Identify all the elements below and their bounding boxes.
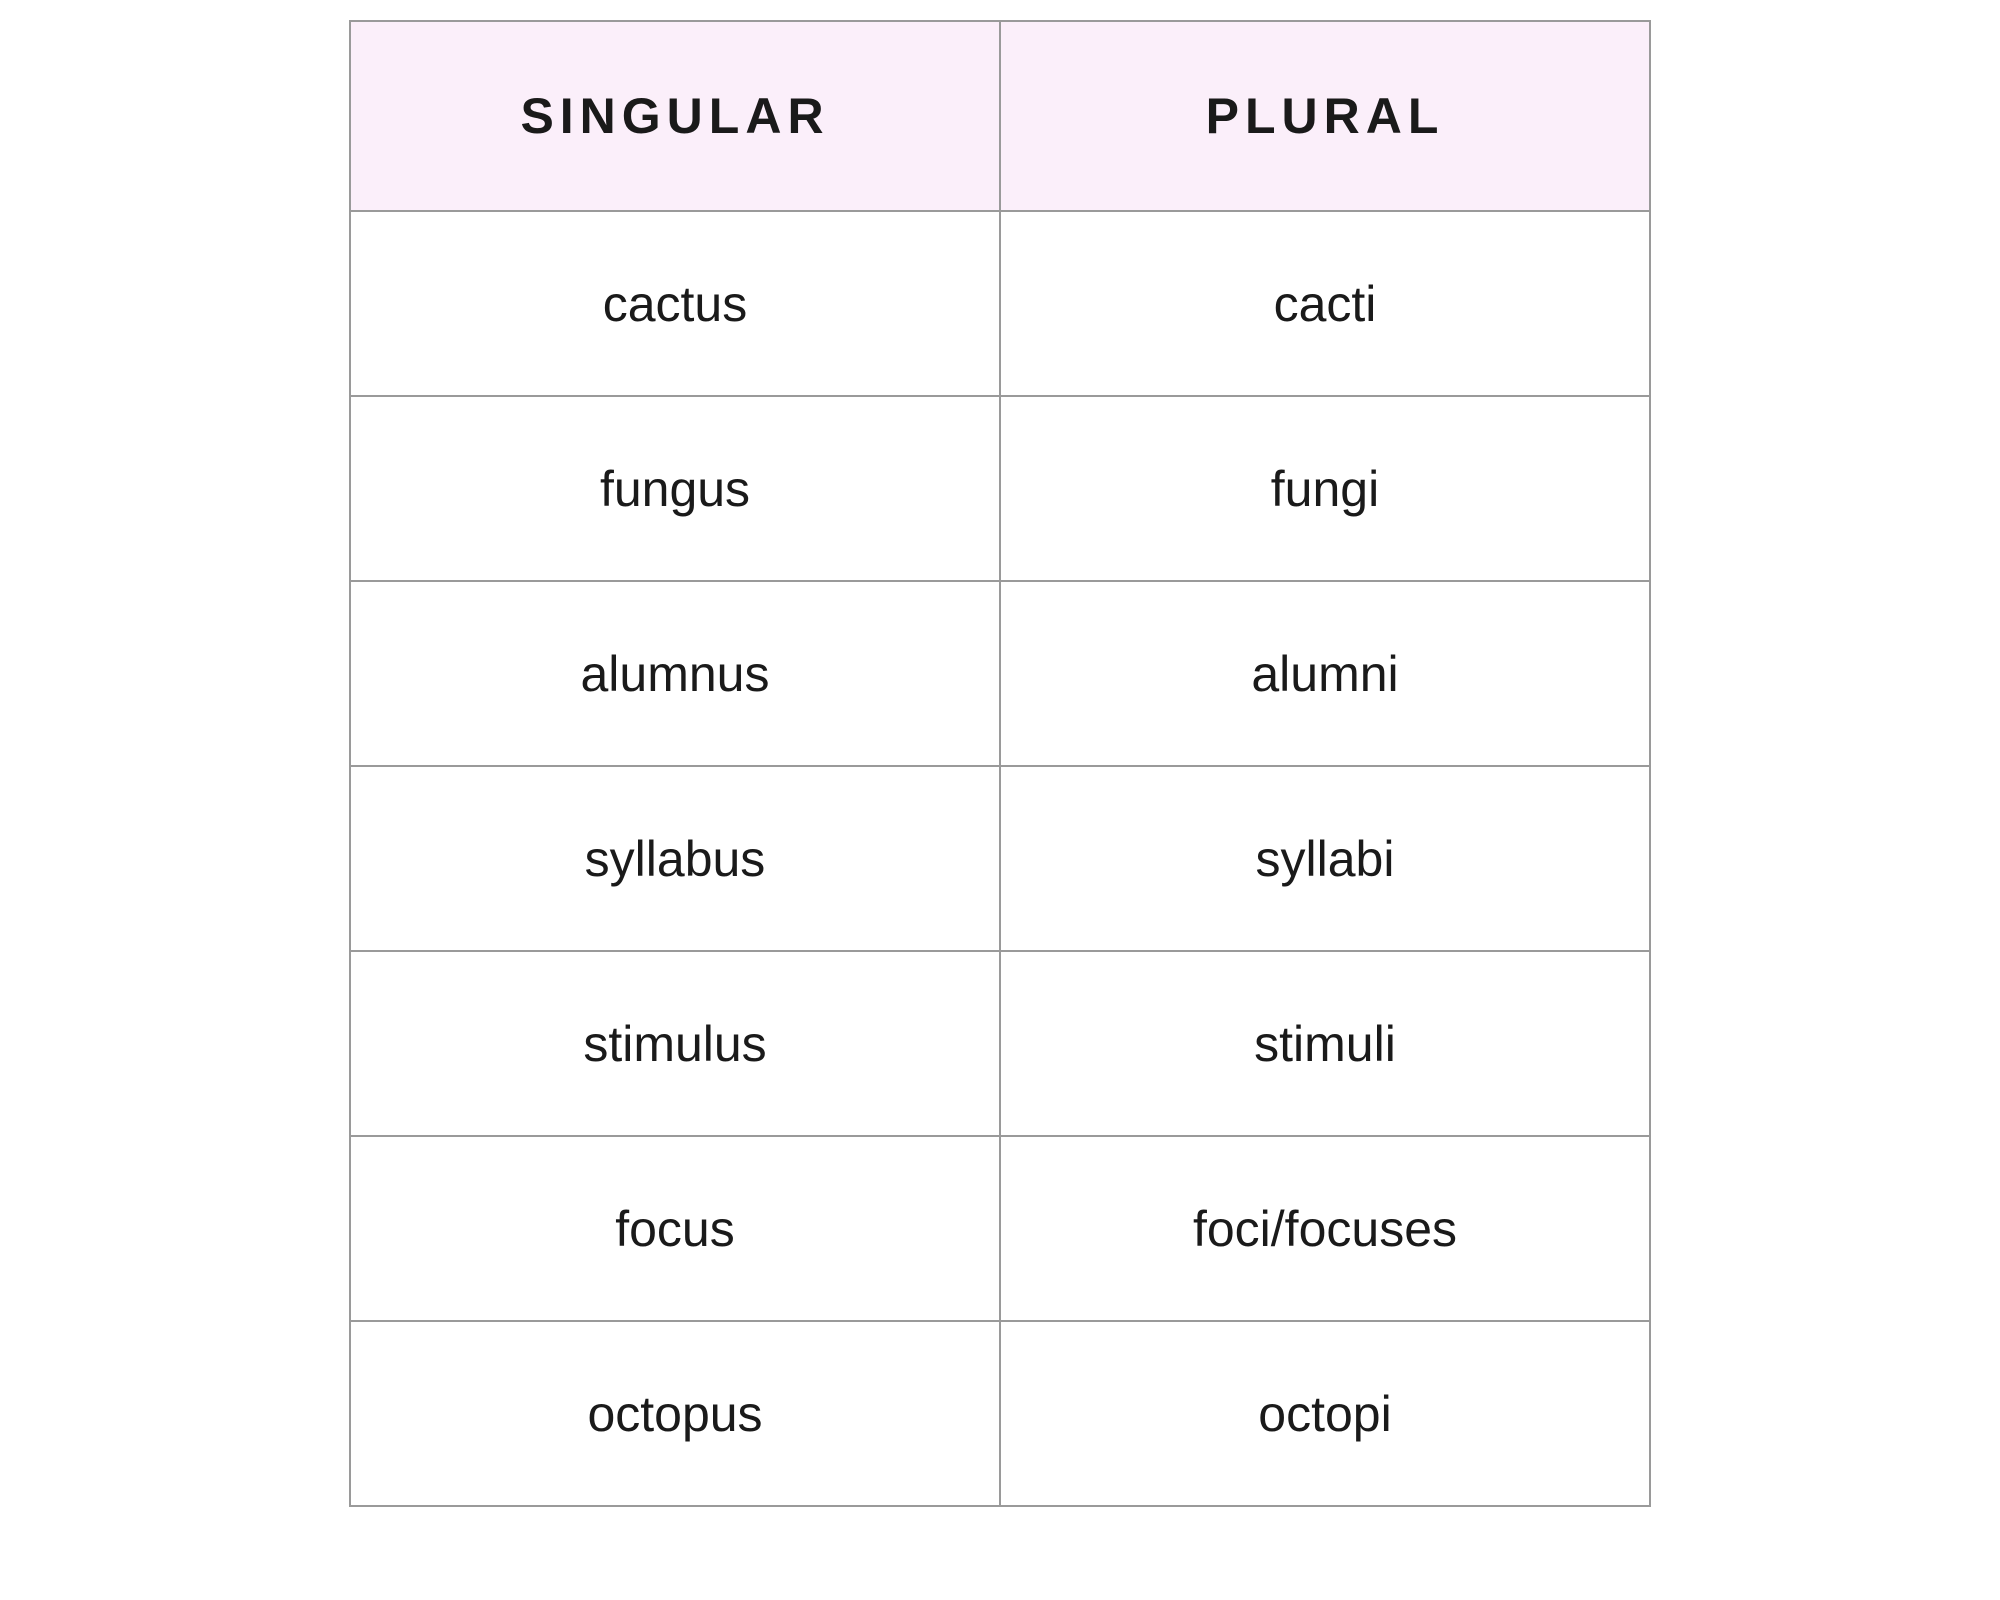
column-header-singular: SINGULAR (350, 21, 1000, 211)
cell-singular: syllabus (350, 766, 1000, 951)
table-row: cactus cacti (350, 211, 1650, 396)
table-row: octopus octopi (350, 1321, 1650, 1506)
cell-plural: octopi (1000, 1321, 1650, 1506)
table-row: fungus fungi (350, 396, 1650, 581)
table-header-row: SINGULAR PLURAL (350, 21, 1650, 211)
cell-singular: fungus (350, 396, 1000, 581)
cell-plural: syllabi (1000, 766, 1650, 951)
cell-singular: cactus (350, 211, 1000, 396)
cell-singular: focus (350, 1136, 1000, 1321)
cell-plural: cacti (1000, 211, 1650, 396)
table-row: syllabus syllabi (350, 766, 1650, 951)
table-row: alumnus alumni (350, 581, 1650, 766)
table-row: focus foci/focuses (350, 1136, 1650, 1321)
cell-singular: alumnus (350, 581, 1000, 766)
cell-plural: foci/focuses (1000, 1136, 1650, 1321)
cell-singular: octopus (350, 1321, 1000, 1506)
table-row: stimulus stimuli (350, 951, 1650, 1136)
cell-plural: stimuli (1000, 951, 1650, 1136)
cell-plural: fungi (1000, 396, 1650, 581)
column-header-plural: PLURAL (1000, 21, 1650, 211)
singular-plural-table: SINGULAR PLURAL cactus cacti fungus fung… (349, 20, 1651, 1507)
cell-plural: alumni (1000, 581, 1650, 766)
cell-singular: stimulus (350, 951, 1000, 1136)
